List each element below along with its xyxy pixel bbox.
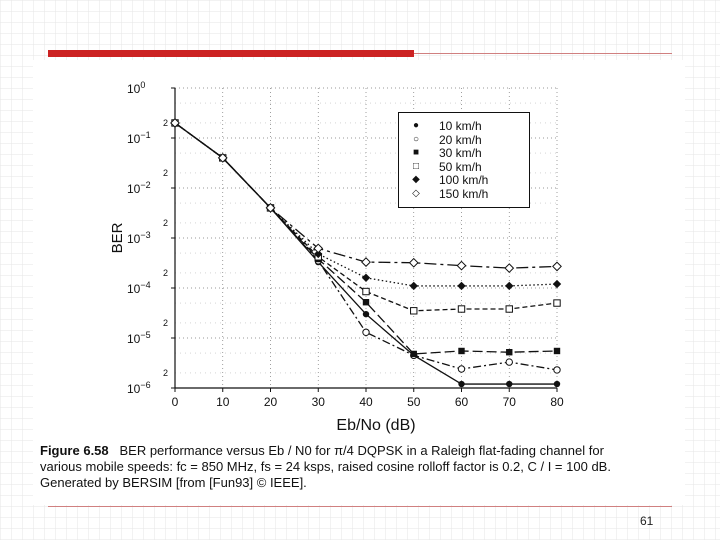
data-point [457, 281, 466, 291]
data-point [505, 305, 513, 313]
x-tick-label: 30 [312, 395, 326, 409]
data-point [217, 152, 228, 163]
title-accent-bar [48, 50, 414, 57]
chart-legend: ● 10 km/h ○ 20 km/h ■ 30 km/h □ 50 km/h ◆ 100 km/… [398, 112, 530, 208]
legend-marker-icon: ◆ [412, 174, 420, 185]
legend-label: 100 km/h [439, 173, 489, 187]
data-point [457, 365, 466, 373]
legend-label: 150 km/h [439, 186, 489, 201]
x-tick-label: 40 [359, 395, 373, 409]
data-point [458, 380, 465, 388]
data-point [552, 279, 562, 289]
page-number: 61 [640, 514, 654, 528]
legend-label: 50 km/h [439, 159, 482, 174]
y-tick-label: 10−4 [127, 280, 151, 296]
legend-marker-icon: ◇ [412, 187, 420, 199]
legend-marker-icon: ■ [412, 147, 420, 158]
x-tick-label: 80 [550, 395, 564, 409]
data-point [505, 281, 514, 291]
series-line-3 [174, 122, 558, 312]
legend-label: 30 km/h [439, 146, 482, 160]
data-point [553, 380, 561, 388]
y-minor-tick-label: 2 [163, 218, 168, 228]
title-divider-line [414, 53, 672, 54]
y-tick-label: 10−6 [127, 380, 151, 396]
legend-label: 10 km/h [439, 119, 482, 133]
data-point [170, 118, 180, 128]
data-point [313, 243, 324, 254]
data-point [504, 263, 515, 274]
y-minor-tick-label: 2 [163, 368, 168, 378]
x-tick-label: 70 [503, 395, 517, 409]
data-point [553, 347, 561, 355]
data-point [314, 249, 323, 259]
legend-marker-icon: ○ [412, 133, 420, 145]
data-point [265, 202, 276, 213]
data-point [458, 347, 465, 355]
data-point [361, 273, 371, 282]
y-minor-tick-label: 2 [163, 268, 168, 278]
figure-caption: Figure 6.58 BER performance versus Eb / … [40, 443, 690, 491]
data-point [408, 257, 419, 268]
data-point [506, 348, 513, 356]
data-point [552, 261, 562, 272]
data-point [362, 328, 370, 337]
figure-label: Figure 6.58 [40, 443, 109, 458]
y-tick-label: 100 [127, 80, 145, 96]
data-point [553, 366, 561, 374]
y-tick-label: 10−3 [127, 230, 151, 246]
caption-line-1: BER performance versus Eb / N0 for π/4 D… [119, 443, 604, 458]
data-point [506, 380, 513, 388]
data-point [505, 358, 513, 366]
data-point [362, 287, 370, 296]
caption-line-3: Generated by BERSIM [from [Fun93] © IEEE… [40, 475, 307, 490]
x-tick-label: 20 [264, 395, 278, 409]
data-point [553, 299, 561, 307]
legend-label: 20 km/h [439, 132, 482, 147]
y-minor-tick-label: 2 [163, 118, 168, 128]
y-tick-label: 10−2 [127, 180, 151, 196]
x-axis-label: Eb/No (dB) [336, 417, 415, 434]
caption-line-2: various mobile speeds: fc = 850 MHz, fs … [40, 459, 611, 474]
legend-marker-icon: □ [412, 160, 420, 172]
data-point [410, 350, 417, 358]
x-tick-label: 50 [407, 395, 421, 409]
series-line-2 [174, 122, 558, 355]
y-minor-tick-label: 2 [163, 318, 168, 328]
y-axis-label: BER [109, 222, 126, 253]
y-tick-label: 10−1 [127, 130, 151, 146]
y-tick-label: 10−5 [127, 330, 151, 346]
x-tick-label: 0 [172, 395, 179, 409]
x-tick-label: 60 [455, 395, 469, 409]
x-tick-label: 10 [216, 395, 230, 409]
data-point [410, 307, 418, 315]
legend-marker-icon: ● [412, 120, 420, 131]
data-point [457, 305, 466, 313]
y-minor-tick-label: 2 [163, 168, 168, 178]
data-point [362, 298, 370, 306]
data-point [456, 260, 467, 271]
data-point [361, 257, 371, 267]
data-point [362, 310, 370, 318]
data-point [409, 281, 418, 291]
footer-divider-line [48, 506, 672, 507]
